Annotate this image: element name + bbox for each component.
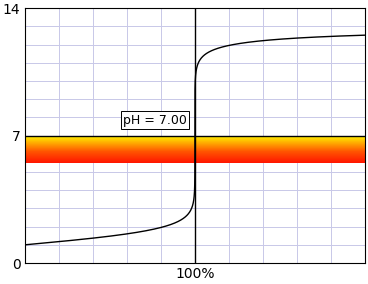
Text: pH = 7.00: pH = 7.00: [123, 114, 187, 127]
